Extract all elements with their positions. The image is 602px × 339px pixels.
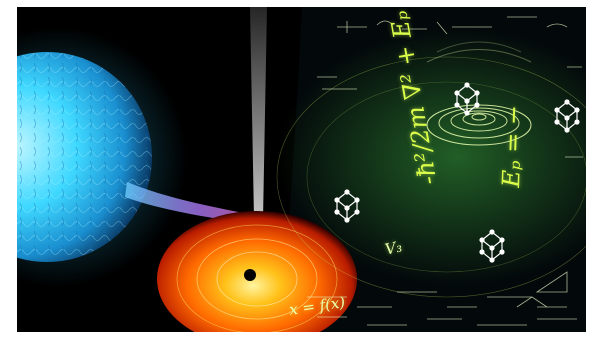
scene: -ħ²/2m ∇² + Eₚ Eₚ = − V₃ x = f(x) [17,7,586,332]
equation-scribbles [307,16,583,326]
relativistic-jet [250,7,267,272]
lattice-icon [334,189,360,223]
scene-art [17,7,586,332]
gravity-well [426,41,532,146]
black-hole [244,269,256,281]
lattice-icon [454,82,480,116]
lattice-icon [479,229,505,263]
lattice-icon [554,99,580,133]
equation-energy: Eₚ = − [497,104,528,188]
equation-potential: V₃ [383,237,404,259]
